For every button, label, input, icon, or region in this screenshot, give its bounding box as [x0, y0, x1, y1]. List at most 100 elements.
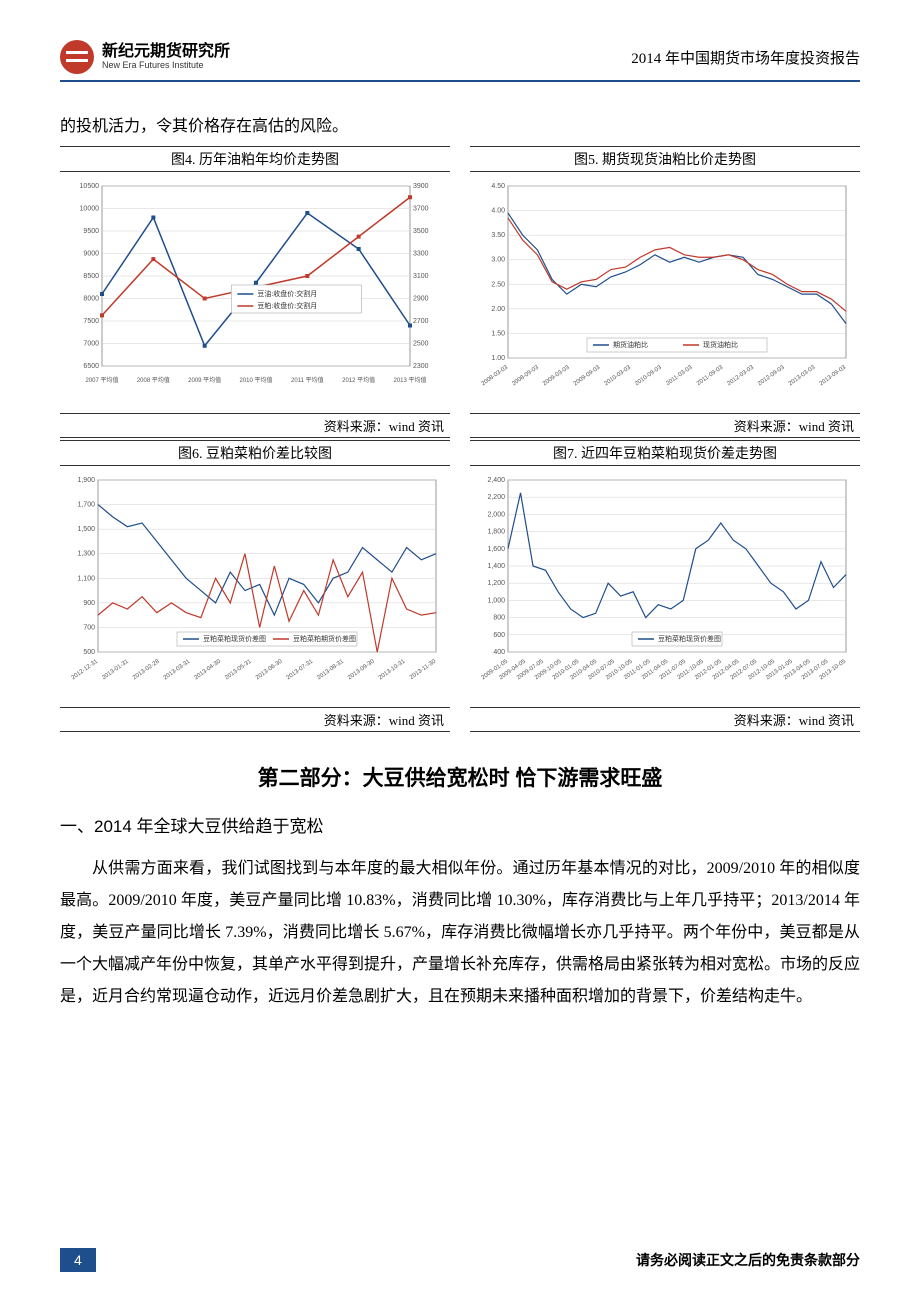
- svg-text:2013-02-28: 2013-02-28: [132, 659, 161, 682]
- svg-text:2013-08-31: 2013-08-31: [316, 659, 345, 682]
- svg-text:7500: 7500: [83, 318, 99, 325]
- chart-5-source: 资料来源：wind 资讯: [470, 413, 860, 437]
- chart-4: 6500 7000 7500 8000 8500 9000 9500 10000 10500 23…: [64, 178, 444, 388]
- svg-text:2009 平均值: 2009 平均值: [188, 376, 221, 384]
- chart-4-source: 资料来源：wind 资讯: [60, 413, 450, 437]
- svg-text:400: 400: [493, 649, 505, 656]
- svg-text:2010-09-03: 2010-09-03: [634, 365, 663, 388]
- svg-text:1,300: 1,300: [77, 551, 95, 558]
- svg-text:8500: 8500: [83, 273, 99, 280]
- logo-text-en: New Era Futures Institute: [102, 61, 230, 71]
- svg-text:2.00: 2.00: [491, 306, 505, 313]
- svg-text:1,800: 1,800: [487, 529, 505, 536]
- svg-text:2900: 2900: [413, 296, 429, 303]
- svg-text:2300: 2300: [413, 363, 429, 370]
- chart-6-source: 资料来源：wind 资讯: [60, 707, 450, 731]
- svg-text:豆油:收盘价:交割月: 豆油:收盘价:交割月: [257, 289, 317, 298]
- svg-text:3300: 3300: [413, 251, 429, 258]
- svg-text:7000: 7000: [83, 341, 99, 348]
- chart-7-block: 图7. 近四年豆粕菜粕现货价差走势图 4006008001,0001,2001,…: [470, 440, 860, 732]
- svg-text:3.50: 3.50: [491, 233, 505, 240]
- chart-7: 4006008001,0001,2001,4001,6001,8002,0002…: [474, 472, 854, 682]
- svg-text:2013-10-31: 2013-10-31: [378, 659, 407, 682]
- svg-text:10000: 10000: [80, 206, 100, 213]
- svg-text:2010-03-03: 2010-03-03: [603, 365, 632, 388]
- intro-line: 的投机活力，令其价格存在高估的风险。: [60, 112, 860, 142]
- svg-text:1,000: 1,000: [487, 598, 505, 605]
- svg-text:2700: 2700: [413, 318, 429, 325]
- svg-text:1,100: 1,100: [77, 576, 95, 583]
- svg-text:豆粕菜粕现货价差图: 豆粕菜粕现货价差图: [658, 634, 721, 643]
- svg-text:2013-03-03: 2013-03-03: [788, 365, 817, 388]
- chart-6-block: 图6. 豆粕菜粕价差比较图 5007009001,1001,3001,5001,…: [60, 440, 450, 732]
- svg-text:2013-06-30: 2013-06-30: [255, 659, 284, 682]
- svg-text:9000: 9000: [83, 251, 99, 258]
- svg-text:2011 平均值: 2011 平均值: [291, 376, 324, 384]
- svg-text:豆粕菜粕现货价差图: 豆粕菜粕现货价差图: [203, 634, 266, 643]
- svg-text:800: 800: [493, 615, 505, 622]
- svg-text:2010 平均值: 2010 平均值: [239, 376, 272, 384]
- svg-text:2.50: 2.50: [491, 282, 505, 289]
- svg-text:3700: 3700: [413, 206, 429, 213]
- svg-text:2008-09-03: 2008-09-03: [511, 365, 540, 388]
- svg-text:现货油粕比: 现货油粕比: [703, 340, 738, 349]
- svg-text:600: 600: [493, 632, 505, 639]
- svg-text:2,000: 2,000: [487, 512, 505, 519]
- svg-text:2011-09-03: 2011-09-03: [696, 365, 725, 388]
- svg-text:2013 平均值: 2013 平均值: [393, 376, 426, 384]
- svg-text:2009-03-03: 2009-03-03: [542, 365, 571, 388]
- svg-text:2012-12-31: 2012-12-31: [71, 659, 100, 682]
- logo-text-cn: 新纪元期货研究所: [102, 43, 230, 61]
- logo-icon: [60, 40, 94, 74]
- chart-4-block: 图4. 历年油粕年均价走势图 6500700075008000850090009…: [60, 146, 450, 438]
- subhead: 一、2014 年全球大豆供给趋于宽松: [60, 812, 860, 837]
- svg-text:2007 平均值: 2007 平均值: [85, 376, 118, 384]
- svg-text:1,600: 1,600: [487, 546, 505, 553]
- svg-text:2013-11-30: 2013-11-30: [409, 659, 438, 682]
- svg-text:8000: 8000: [83, 296, 99, 303]
- svg-text:2012-03-03: 2012-03-03: [726, 365, 755, 388]
- svg-text:2013-04-30: 2013-04-30: [193, 659, 222, 682]
- svg-text:2500: 2500: [413, 341, 429, 348]
- svg-text:9500: 9500: [83, 228, 99, 235]
- svg-text:2013-07-31: 2013-07-31: [286, 659, 315, 682]
- svg-text:2013-03-31: 2013-03-31: [163, 659, 192, 682]
- chart-5: 1.001.502.002.503.003.504.004.502008-03-…: [474, 178, 854, 388]
- svg-text:3500: 3500: [413, 228, 429, 235]
- footer: 4 请务必阅读正文之后的免责条款部分: [0, 1248, 920, 1272]
- svg-text:1,500: 1,500: [77, 527, 95, 534]
- logo-block: 新纪元期货研究所 New Era Futures Institute: [60, 40, 230, 74]
- svg-text:2008-03-03: 2008-03-03: [481, 365, 510, 388]
- svg-text:豆粕菜粕期货价差图: 豆粕菜粕期货价差图: [293, 634, 356, 643]
- svg-text:2009-09-03: 2009-09-03: [573, 365, 602, 388]
- report-title: 2014 年中国期货市场年度投资报告: [631, 47, 860, 68]
- svg-text:1,200: 1,200: [487, 581, 505, 588]
- svg-text:2011-03-03: 2011-03-03: [665, 365, 694, 388]
- svg-text:3.00: 3.00: [491, 257, 505, 264]
- page-number: 4: [60, 1248, 96, 1272]
- svg-text:2012 平均值: 2012 平均值: [342, 376, 375, 384]
- svg-text:1,900: 1,900: [77, 477, 95, 484]
- svg-text:2013-05-31: 2013-05-31: [224, 659, 253, 682]
- body-paragraph: 从供需方面来看，我们试图找到与本年度的最大相似年份。通过历年基本情况的对比，20…: [60, 853, 860, 1013]
- svg-text:4.00: 4.00: [491, 208, 505, 215]
- svg-text:1,400: 1,400: [487, 563, 505, 570]
- svg-text:1.00: 1.00: [491, 355, 505, 362]
- svg-text:2008 平均值: 2008 平均值: [137, 376, 170, 384]
- svg-text:500: 500: [83, 649, 95, 656]
- svg-text:700: 700: [83, 625, 95, 632]
- svg-text:2013-01-31: 2013-01-31: [101, 659, 130, 682]
- svg-text:10500: 10500: [80, 183, 100, 190]
- svg-text:6500: 6500: [83, 363, 99, 370]
- svg-text:4.50: 4.50: [491, 183, 505, 190]
- section-title: 第二部分：大豆供给宽松时 恰下游需求旺盛: [60, 762, 860, 792]
- chart-6-title: 图6. 豆粕菜粕价差比较图: [60, 441, 450, 466]
- svg-text:1,700: 1,700: [77, 502, 95, 509]
- svg-text:豆粕:收盘价:交割月: 豆粕:收盘价:交割月: [257, 301, 317, 310]
- svg-text:2013-09-30: 2013-09-30: [347, 659, 376, 682]
- svg-text:期货油粕比: 期货油粕比: [613, 340, 648, 349]
- chart-6: 5007009001,1001,3001,5001,7001,9002012-1…: [64, 472, 444, 682]
- report-header: 新纪元期货研究所 New Era Futures Institute 2014 …: [60, 40, 860, 82]
- svg-text:2012-09-03: 2012-09-03: [757, 365, 786, 388]
- svg-text:3900: 3900: [413, 183, 429, 190]
